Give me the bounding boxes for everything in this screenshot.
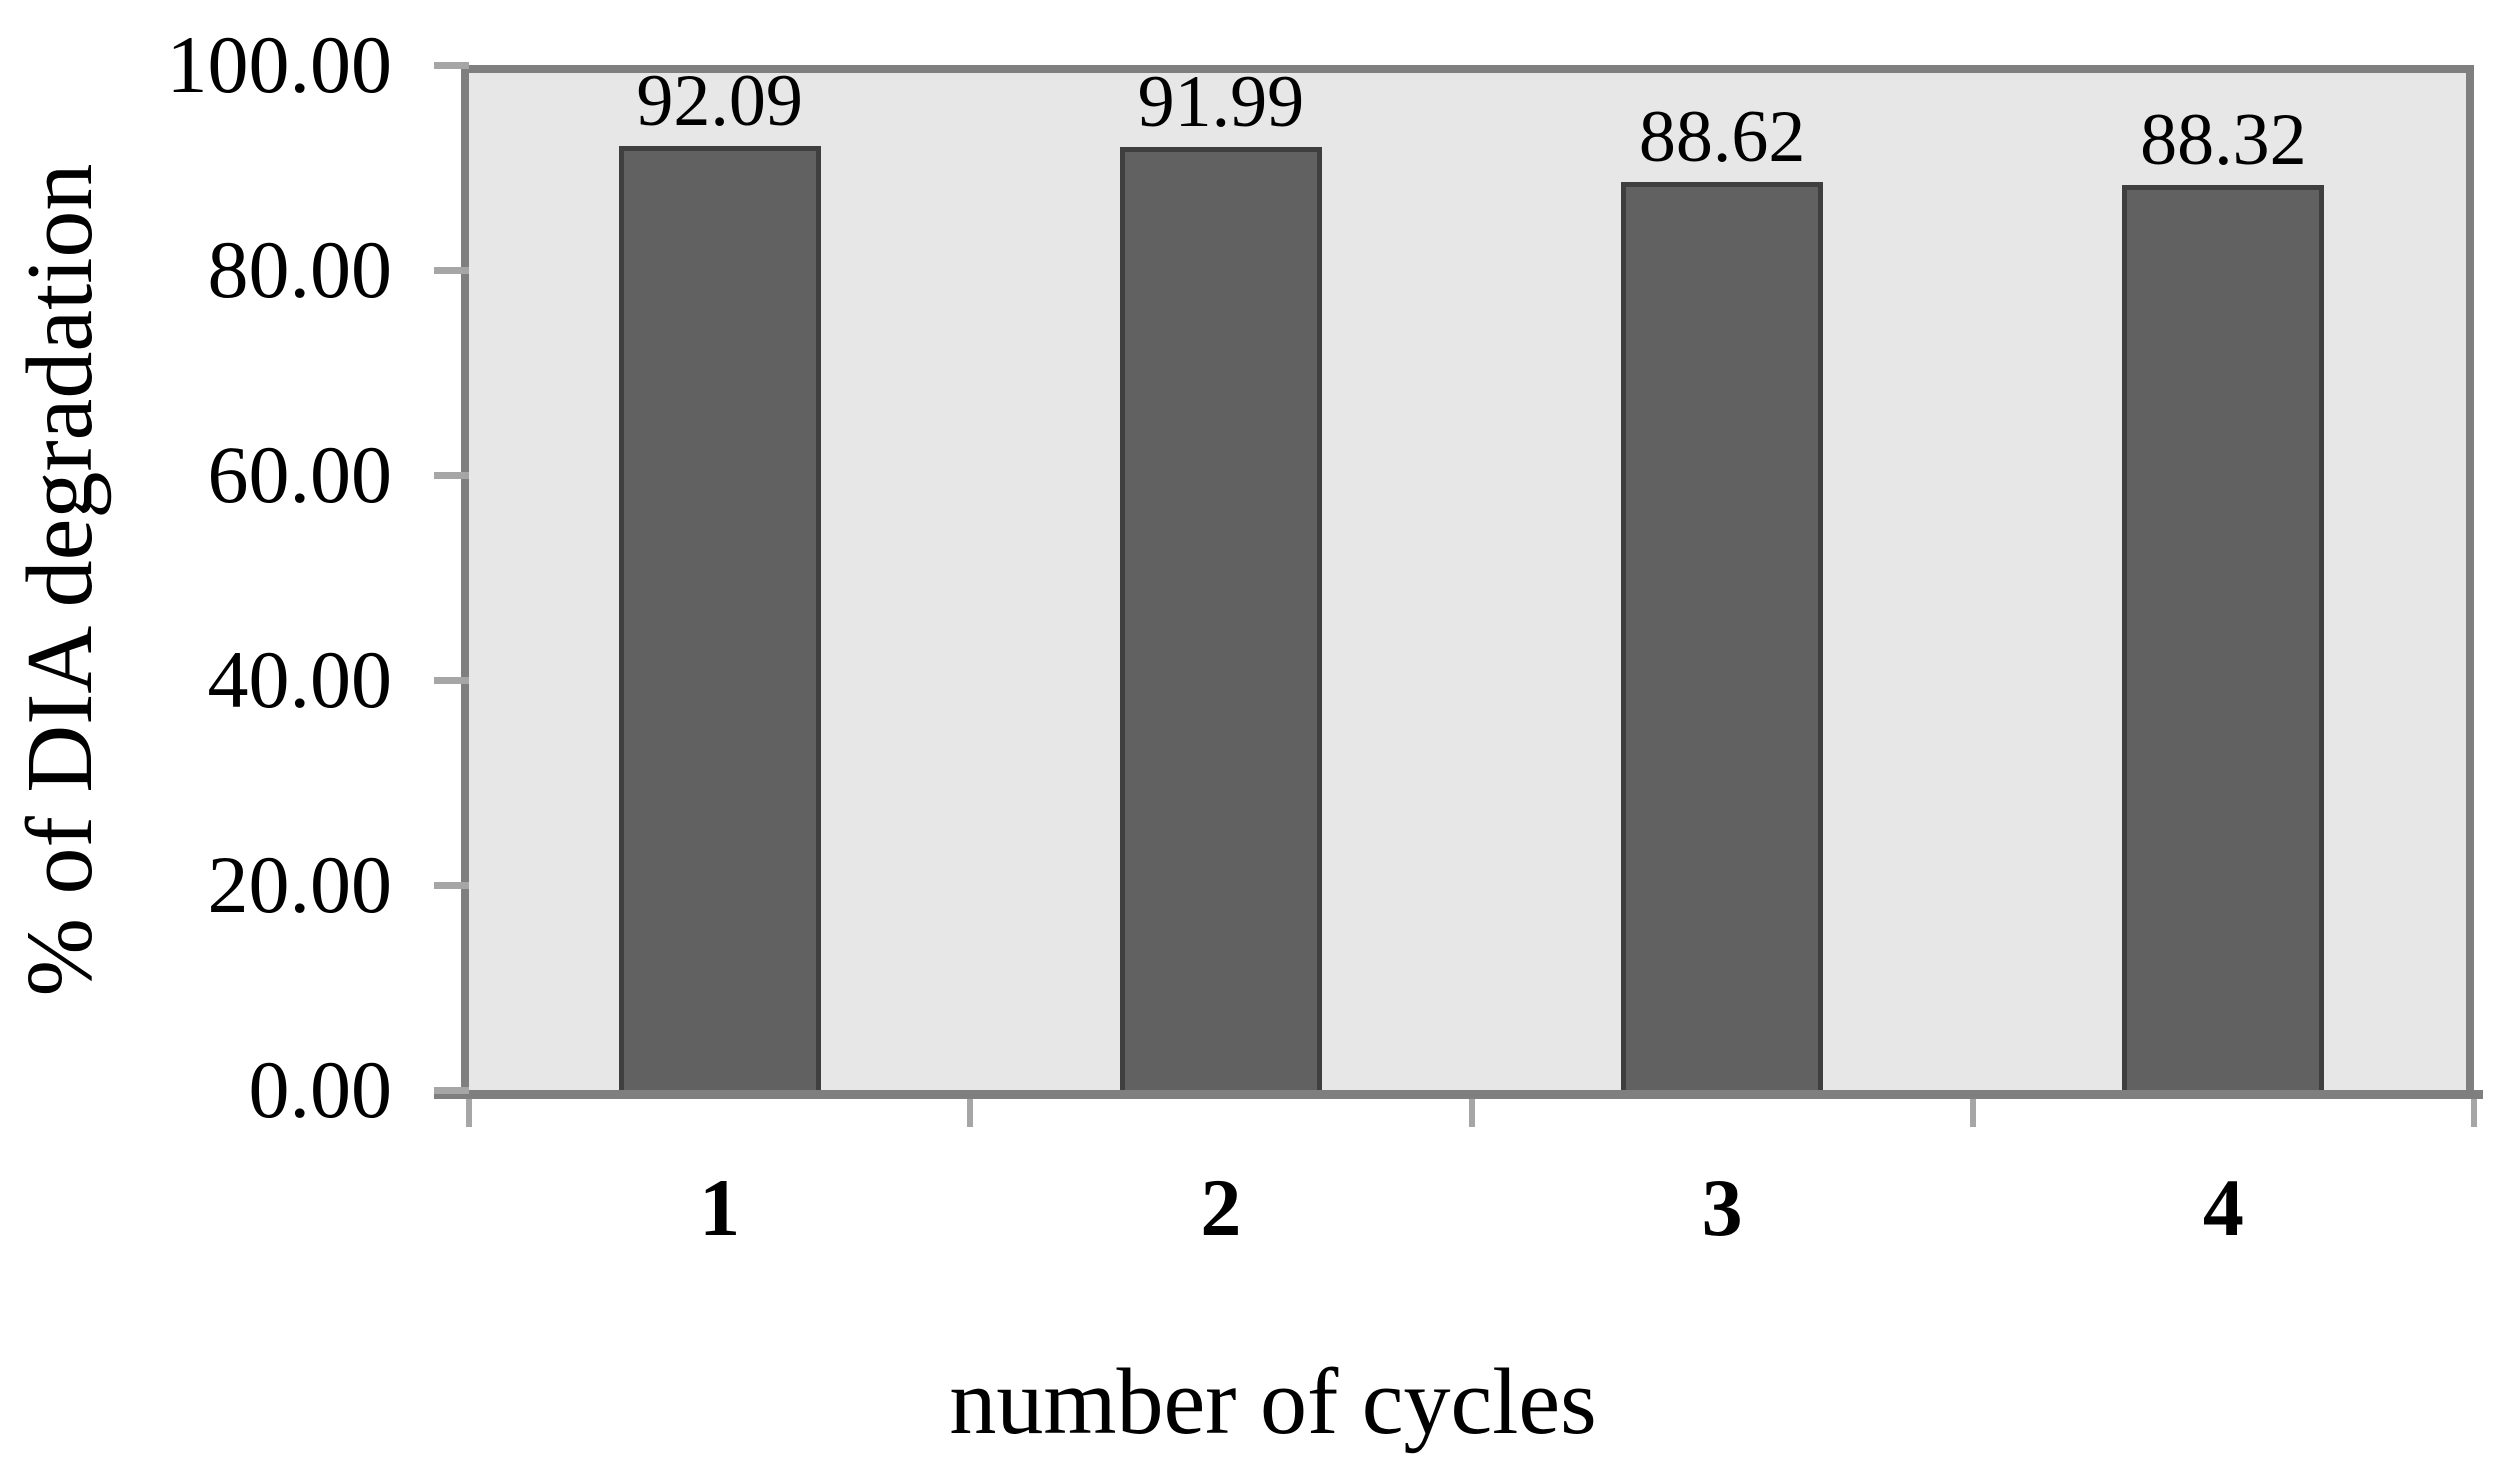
y-axis-tick-label: 100.00 <box>166 19 393 110</box>
x-category-label: 3 <box>1701 1162 1743 1253</box>
y-axis-tick <box>434 676 469 684</box>
x-axis-tick <box>967 1099 974 1127</box>
bar-value-label: 92.09 <box>636 60 803 143</box>
bar-value-label: 88.32 <box>2140 98 2307 181</box>
bar-value-label: 88.62 <box>1638 95 1806 178</box>
bar-cycle-4 <box>2122 184 2325 1090</box>
bar-cycle-3 <box>1621 181 1824 1090</box>
bar-value-label: 91.99 <box>1137 61 1305 144</box>
x-axis-tick <box>1969 1099 1976 1127</box>
y-axis-tick-label: 40.00 <box>207 634 393 725</box>
x-axis-line <box>434 1090 2483 1099</box>
y-axis-tick-label: 80.00 <box>207 224 393 315</box>
y-axis-tick <box>434 266 469 274</box>
x-axis-tick <box>466 1099 472 1127</box>
bar-cycle-1 <box>618 146 821 1090</box>
y-axis-tick-label: 0.00 <box>248 1044 393 1135</box>
x-axis-tick <box>2471 1099 2477 1127</box>
y-axis-tick <box>434 1086 469 1094</box>
y-axis-tick <box>434 881 469 889</box>
y-axis-line <box>461 65 469 1090</box>
y-axis-title: % of DIA degradation <box>8 163 112 997</box>
x-axis-title: number of cycles <box>949 1350 1597 1454</box>
x-category-label: 2 <box>1200 1162 1242 1253</box>
y-axis-tick-label: 60.00 <box>207 429 393 520</box>
y-axis-tick-label: 20.00 <box>207 839 393 930</box>
x-category-label: 4 <box>2202 1162 2244 1253</box>
x-category-label: 1 <box>699 1162 741 1253</box>
bar-cycle-2 <box>1119 147 1322 1090</box>
y-axis-tick <box>434 61 469 69</box>
y-axis-tick <box>434 471 469 479</box>
x-axis-tick <box>1468 1099 1475 1127</box>
